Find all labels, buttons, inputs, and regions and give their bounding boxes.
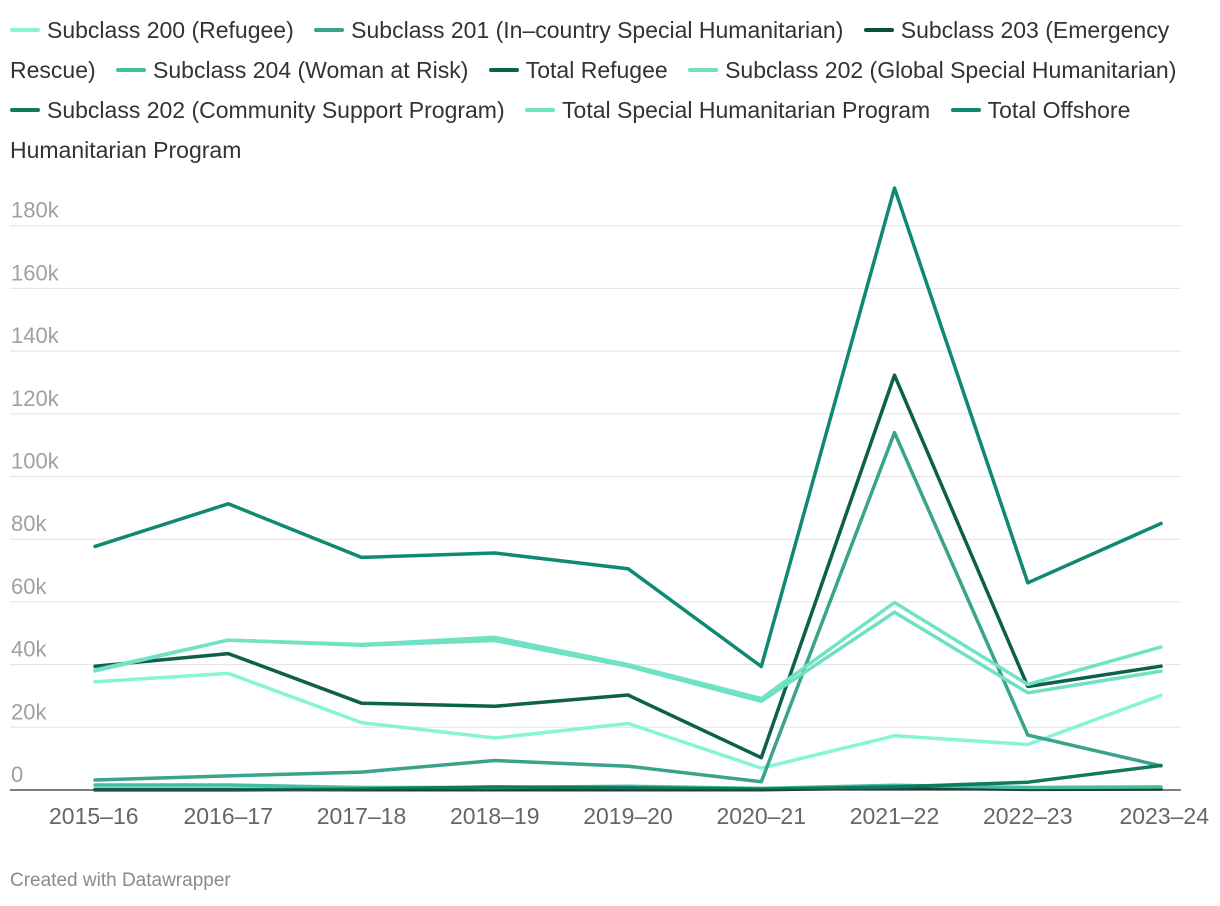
x-tick-label: 2015–16 — [49, 803, 139, 829]
legend-label: Total Offshore Humanitarian Program — [10, 97, 1131, 163]
x-tick-label: 2022–23 — [983, 803, 1073, 829]
x-tick-label: 2020–21 — [716, 803, 806, 829]
y-tick-label: 40k — [11, 637, 47, 662]
legend-swatch — [863, 27, 894, 32]
legend-item: Subclass 201 (In–country Special Humanit… — [314, 17, 843, 43]
legend-label: Subclass 203 (Emergency Rescue) — [10, 17, 1170, 83]
series-line — [93, 600, 1163, 701]
legend-label: Subclass 202 (Global Special Humanitaria… — [725, 57, 1177, 83]
legend-label: Subclass 204 (Woman at Risk) — [153, 57, 469, 83]
line-chart: 0 20k 40k 60k 80k 100k 120k 140k 160k 180k 2015–16… — [10, 186, 1209, 829]
y-tick-label: 0 — [11, 762, 23, 787]
legend-label: Subclass 202 (Community Support Program) — [47, 97, 505, 123]
footer-credit: Created with Datawrapper — [10, 870, 231, 891]
legend-item: Subclass 202 (Global Special Humanitaria… — [688, 57, 1176, 83]
x-tick-label: 2018–19 — [450, 803, 540, 829]
y-tick-label: 60k — [11, 574, 47, 599]
y-tick-label: 80k — [11, 511, 47, 536]
x-tick-label: 2017–18 — [317, 803, 407, 829]
grid — [10, 225, 1181, 728]
legend-swatch — [10, 27, 40, 32]
x-tick-label: 2019–20 — [583, 803, 673, 829]
y-tick-label: 100k — [11, 449, 60, 474]
series-lines — [93, 186, 1163, 792]
legend-item: Subclass 202 (Community Support Program) — [10, 97, 505, 123]
legend-swatch — [10, 107, 40, 112]
legend-label: Subclass 200 (Refugee) — [47, 17, 294, 43]
x-tick-label: 2021–22 — [850, 803, 940, 829]
legend-item: Subclass 200 (Refugee) — [10, 17, 294, 43]
legend-swatch — [116, 67, 147, 72]
y-tick-label: 140k — [11, 323, 60, 348]
series-line — [93, 430, 1163, 784]
axes: 0 20k 40k 60k 80k 100k 120k 140k 160k 180k 2015–16… — [10, 198, 1209, 829]
legend-item: Total Refugee — [488, 57, 668, 83]
chart-legend: Subclass 200 (Refugee) Subclass 201 (In–… — [10, 10, 1210, 170]
y-tick-label: 160k — [11, 260, 60, 285]
legend-swatch — [950, 107, 981, 112]
legend-swatch — [688, 67, 719, 72]
legend-item: Total Special Humanitarian Program — [525, 97, 930, 123]
y-tick-label: 120k — [11, 386, 60, 411]
y-tick-label: 180k — [11, 198, 60, 223]
series-line — [93, 671, 1163, 770]
x-tick-label: 2023–24 — [1119, 803, 1209, 829]
legend-label: Total Refugee — [525, 57, 668, 83]
legend-swatch — [488, 67, 519, 72]
x-tick-label: 2016–17 — [183, 803, 273, 829]
legend-item: Subclass 204 (Woman at Risk) — [116, 57, 468, 83]
legend-label: Total Special Humanitarian Program — [562, 97, 931, 123]
series-line — [93, 186, 1163, 669]
legend-item: Total Offshore Humanitarian Program — [10, 97, 1130, 163]
series-line — [93, 373, 1163, 760]
legend-label: Subclass 201 (In–country Special Humanit… — [351, 17, 844, 43]
legend-swatch — [314, 27, 345, 32]
legend-swatch — [525, 107, 556, 112]
legend-item: Subclass 203 (Emergency Rescue) — [10, 17, 1169, 83]
y-tick-label: 20k — [11, 699, 47, 724]
